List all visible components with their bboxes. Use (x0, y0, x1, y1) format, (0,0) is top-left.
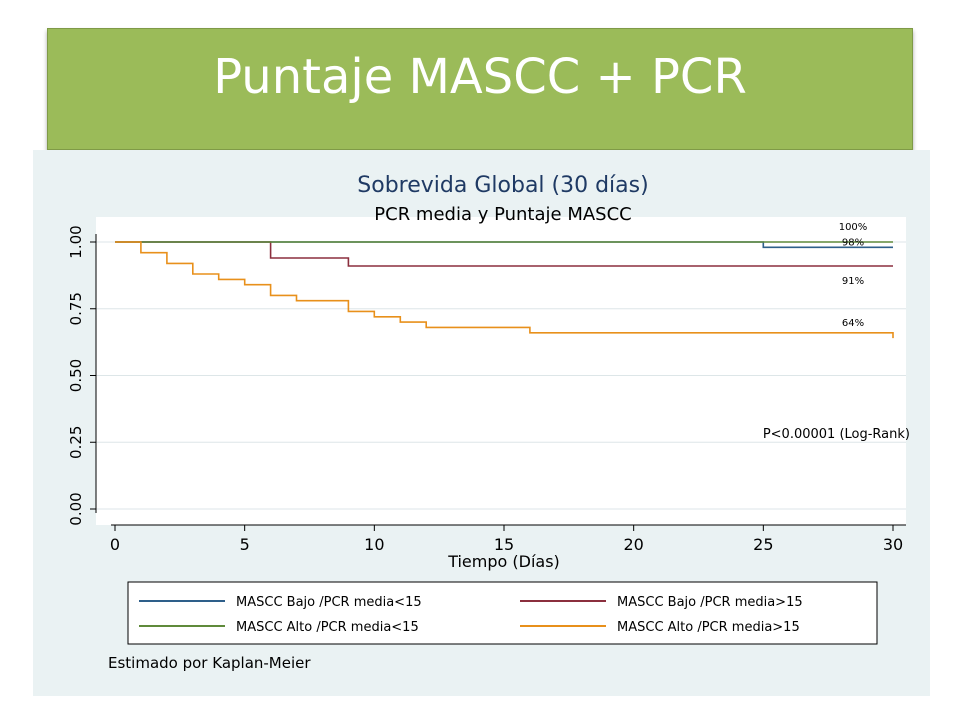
slide-title-bar: Puntaje MASCC + PCR (47, 28, 913, 150)
legend-label-1: MASCC Bajo /PCR media>15 (617, 595, 803, 610)
series-end-label: 98% (842, 237, 864, 248)
y-axis: 0.00 0.25 0.50 0.75 1.00 (67, 225, 97, 526)
chart-panel: 0.00 0.25 0.50 0.75 1.00 0 5 10 15 20 25 30 98% 91%… (33, 150, 930, 696)
legend-box (127, 581, 878, 645)
y-tick-label: 0.00 (67, 492, 85, 525)
series-lines (115, 241, 894, 339)
logrank-annotation: P<0.00001 (Log-Rank) (763, 427, 910, 442)
chart-title: Sobrevida Global (30 días) (357, 173, 648, 198)
plot-area (96, 217, 906, 525)
x-tick-label: 0 (110, 535, 120, 554)
x-tick-label: 25 (753, 535, 773, 554)
y-tick-label: 0.50 (67, 359, 85, 392)
legend-label-3: MASCC Alto /PCR media>15 (617, 620, 800, 635)
x-tick-label: 30 (883, 535, 903, 554)
x-tick-label: 5 (240, 535, 250, 554)
series-end-label: 100% (839, 222, 868, 233)
end-labels: 98% 91% 100% 64% (839, 222, 868, 329)
legend: MASCC Bajo /PCR media<15 MASCC Bajo /PCR… (127, 581, 878, 645)
x-tick-label: 20 (623, 535, 643, 554)
x-tick-label: 15 (494, 535, 514, 554)
series-end-label: 91% (842, 276, 864, 287)
legend-label-0: MASCC Bajo /PCR media<15 (236, 595, 422, 610)
x-axis-label: Tiempo (Días) (447, 552, 560, 571)
x-axis: 0 5 10 15 20 25 30 (110, 524, 906, 554)
legend-label-2: MASCC Alto /PCR media<15 (236, 620, 419, 635)
slide-title: Puntaje MASCC + PCR (213, 49, 747, 105)
kaplan-meier-footnote: Estimado por Kaplan-Meier (108, 654, 311, 672)
y-tick-label: 0.25 (67, 426, 85, 459)
chart-subtitle: PCR media y Puntaje MASCC (374, 204, 631, 225)
series-line (115, 241, 894, 339)
y-tick-label: 1.00 (67, 225, 85, 258)
series-end-label: 64% (842, 318, 864, 329)
km-chart: 0.00 0.25 0.50 0.75 1.00 0 5 10 15 20 25 30 98% 91%… (67, 173, 910, 672)
x-tick-label: 10 (364, 535, 384, 554)
y-tick-label: 0.75 (67, 292, 85, 325)
